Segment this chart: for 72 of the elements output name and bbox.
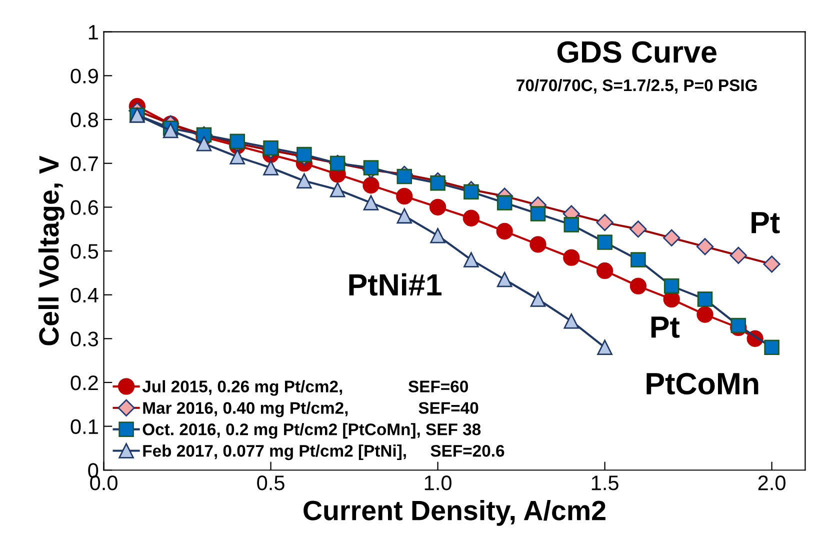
point [330,182,346,198]
point [263,160,278,176]
point [396,168,412,184]
point [263,140,278,156]
point [563,249,580,266]
point [564,313,580,329]
chart-title: GDS Curve [557,41,716,63]
text: 70/70/70C, S=1.7/2.5, P=0 PSIG [516,78,757,94]
x-axis-title: Current Density, A/cm2 [304,500,606,526]
point [430,175,446,191]
x-tick-label: 0.5 [257,476,284,490]
point [596,214,614,232]
point [496,272,512,288]
point [764,340,780,356]
y-tick-label: 0.8 [70,112,98,128]
x-tick-label: 0.0 [90,476,118,490]
point [697,292,713,307]
annotation: PtNi#1 [349,273,442,296]
point [530,292,546,307]
y-tick-label: 0.5 [70,244,98,259]
point [696,306,714,323]
annotation: PtCoMn [646,372,758,394]
point [296,173,312,189]
y-tick-label: 0.4 [70,288,98,303]
y-tick-label: 0.3 [70,332,98,346]
y-tick-label: 1 [88,25,98,40]
point [530,206,546,222]
annotation: Pt [651,316,680,338]
legend-label: Jul 2015, 0.26 mg Pt/cm2, SEF=60 [142,380,468,396]
legend-label: Oct. 2016, 0.2 mg Pt/cm2 [PtCoMn], SEF 38 [142,423,481,439]
point [630,252,646,268]
point [597,234,612,250]
point [564,217,580,232]
legend-label: Feb 2017, 0.077 mg Pt/cm2 [PtNi], SEF=20.6 [143,444,504,460]
y-tick-label: 0.1 [70,419,98,434]
point [396,208,412,224]
point [196,136,212,152]
point [763,256,780,273]
point [464,252,479,268]
point [596,262,614,280]
point [296,146,312,162]
point [630,220,647,238]
point [530,236,546,253]
y-tick-label: 0.9 [70,68,98,84]
point [597,340,612,356]
point [664,278,680,294]
point [362,176,380,194]
y-tick-label: 0.7 [70,156,98,172]
point [630,278,647,294]
point [230,149,246,164]
y-tick-label: 0.6 [70,200,98,215]
y-tick-label: 0.2 [70,375,98,390]
point [230,134,246,150]
point [730,246,747,264]
annotation: Pt [752,212,780,234]
y-axis-title: Cell Voltage, V [38,156,64,346]
x-tick-label: 1.5 [592,476,618,490]
point [496,222,513,240]
point [363,195,379,210]
x-tick-label: 2.0 [758,476,786,490]
legend-label: Mar 2016, 0.40 mg Pt/cm2, SEF=40 [143,402,478,418]
point [430,228,446,244]
point [462,210,480,226]
point [429,198,446,216]
point [363,160,379,176]
point [496,195,512,210]
point [663,229,680,246]
point [464,184,479,200]
point [730,318,746,334]
point [696,238,714,256]
point [396,188,413,205]
x-tick-label: 1.0 [424,476,452,490]
